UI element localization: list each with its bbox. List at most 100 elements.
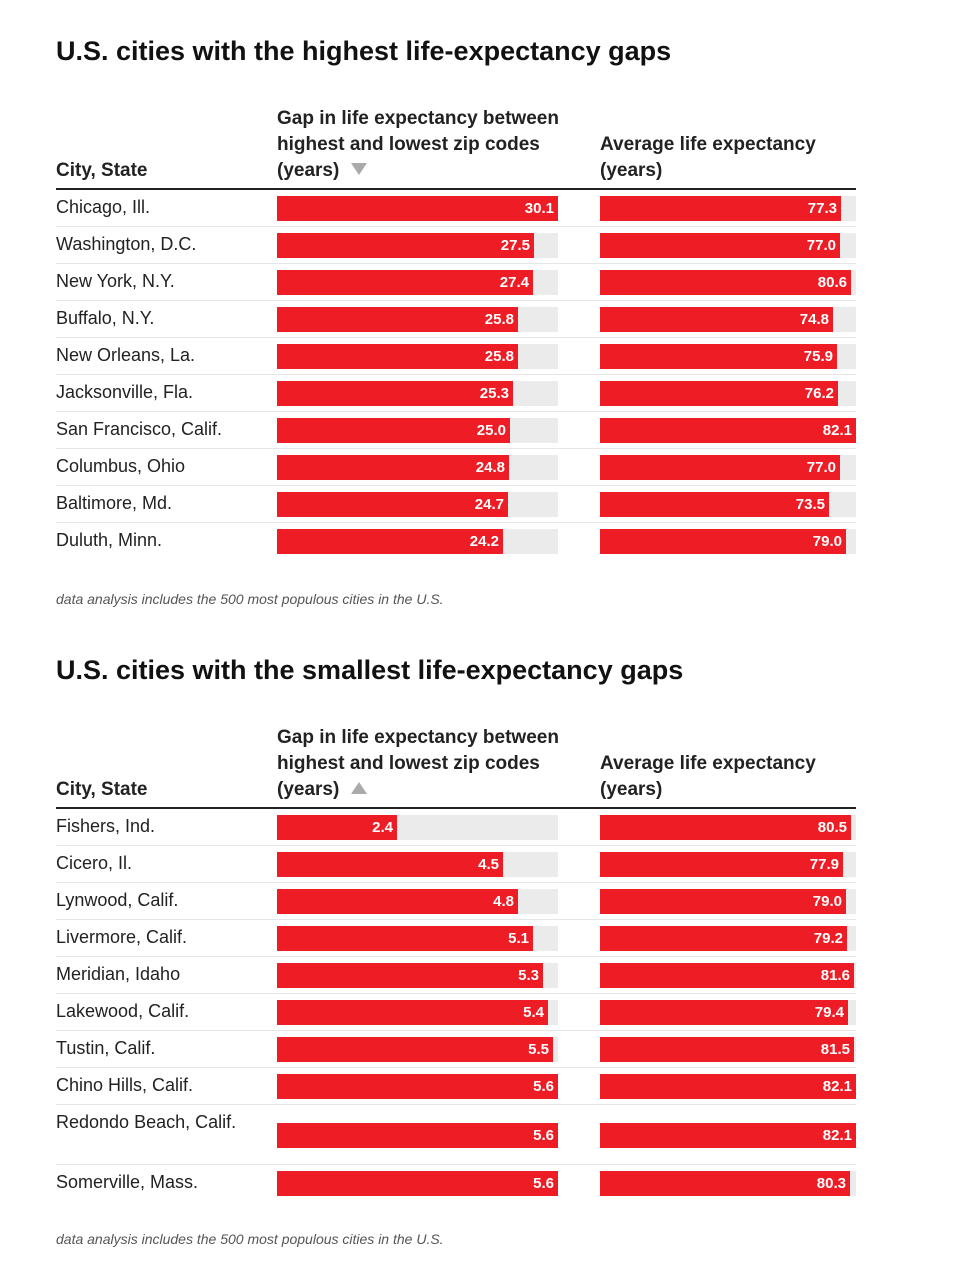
gap-value-label: 5.3	[518, 967, 539, 984]
average-bar: 80.5	[600, 815, 851, 840]
average-track: 75.9	[600, 344, 856, 369]
average-bar: 79.2	[600, 926, 847, 951]
gap-value-label: 5.6	[533, 1126, 554, 1144]
average-bar: 73.5	[600, 492, 829, 517]
average-track: 77.3	[600, 196, 856, 221]
table-header: City, State Gap in life expectancy betwe…	[56, 721, 856, 803]
average-bar: 74.8	[600, 307, 833, 332]
sort-descending-icon[interactable]	[351, 163, 368, 175]
gap-track: 25.3	[277, 381, 558, 406]
column-header-gap-label: Gap in life expectancy between highest a…	[277, 727, 559, 800]
column-header-gap[interactable]: Gap in life expectancy between highest a…	[277, 725, 567, 803]
gap-track: 5.1	[277, 926, 558, 951]
city-name: Lakewood, Calif.	[56, 1001, 190, 1021]
average-value-label: 82.1	[822, 1126, 852, 1144]
table-row: Washington, D.C. 27.5 77.0	[56, 227, 856, 264]
city-name: San Francisco, Calif.	[56, 419, 223, 439]
average-track: 82.1	[600, 1122, 856, 1148]
average-value-label: 80.5	[817, 819, 847, 836]
table-row: New Orleans, La. 25.8 75.9	[56, 338, 856, 375]
table-row: Chicago, Ill. 30.1 77.3	[56, 190, 856, 227]
average-value-label: 79.4	[814, 1004, 844, 1021]
gap-bar: 27.4	[277, 270, 533, 295]
average-track: 74.8	[600, 307, 856, 332]
row-divider	[56, 1104, 856, 1105]
table-row: Somerville, Mass. 5.6 80.3	[56, 1165, 856, 1202]
gap-value-label: 5.1	[508, 930, 529, 947]
table-header: City, State Gap in life expectancy betwe…	[56, 102, 856, 184]
average-value-label: 79.2	[813, 930, 843, 947]
table-row: Baltimore, Md. 24.7 73.5	[56, 486, 856, 523]
average-value-label: 79.0	[812, 533, 842, 550]
column-header-gap[interactable]: Gap in life expectancy between highest a…	[277, 106, 567, 184]
column-header-city[interactable]: City, State	[56, 160, 148, 181]
gap-value-label: 5.6	[533, 1078, 554, 1095]
smallest-gaps-section: U.S. cities with the smallest life-expec…	[56, 655, 856, 1255]
average-value-label: 77.0	[806, 237, 836, 254]
table-row: Duluth, Minn. 24.2 79.0	[56, 523, 856, 560]
row-divider	[56, 300, 856, 301]
row-divider	[56, 374, 856, 375]
average-track: 82.1	[600, 418, 856, 443]
gap-value-label: 24.8	[475, 459, 505, 476]
gap-bar: 24.7	[277, 492, 508, 517]
gap-bar: 2.4	[277, 815, 397, 840]
average-track: 81.6	[600, 963, 856, 988]
gap-bar: 24.2	[277, 529, 503, 554]
row-divider	[56, 448, 856, 449]
column-header-city[interactable]: City, State	[56, 779, 148, 800]
gap-value-label: 4.5	[478, 856, 499, 873]
gap-value-label: 25.3	[479, 385, 509, 402]
gap-bar: 5.6	[277, 1074, 558, 1099]
average-value-label: 74.8	[799, 311, 829, 328]
gap-bar: 25.8	[277, 344, 518, 369]
gap-track: 30.1	[277, 196, 558, 221]
average-track: 76.2	[600, 381, 856, 406]
average-value-label: 76.2	[804, 385, 834, 402]
gap-value-label: 5.4	[523, 1004, 544, 1021]
average-bar: 82.1	[600, 1122, 856, 1148]
average-value-label: 81.5	[820, 1041, 850, 1058]
table-row: Tustin, Calif. 5.5 81.5	[56, 1031, 856, 1068]
gap-track: 5.6	[277, 1122, 558, 1148]
average-bar: 77.3	[600, 196, 841, 221]
column-header-gap-label: Gap in life expectancy between highest a…	[277, 108, 559, 181]
average-value-label: 82.1	[822, 422, 852, 439]
average-track: 80.5	[600, 815, 856, 840]
city-name: Lynwood, Calif.	[56, 890, 179, 910]
average-value-label: 73.5	[795, 496, 825, 513]
average-value-label: 77.3	[807, 200, 837, 217]
row-divider	[56, 993, 856, 994]
gap-value-label: 25.0	[476, 422, 506, 439]
gap-bar: 24.8	[277, 455, 509, 480]
city-name: Redondo Beach, Calif.	[56, 1112, 237, 1132]
average-track: 77.9	[600, 852, 856, 877]
gap-track: 27.5	[277, 233, 558, 258]
column-header-average[interactable]: Average life expectancy (years)	[600, 753, 816, 800]
gap-track: 5.4	[277, 1000, 558, 1025]
city-name: Chino Hills, Calif.	[56, 1075, 194, 1095]
gap-bar: 5.6	[277, 1171, 558, 1196]
gap-value-label: 24.2	[469, 533, 499, 550]
city-name: Baltimore, Md.	[56, 493, 173, 513]
gap-track: 5.6	[277, 1074, 558, 1099]
average-bar: 76.2	[600, 381, 838, 406]
gap-track: 24.2	[277, 529, 558, 554]
gap-value-label: 25.8	[484, 348, 514, 365]
column-header-average[interactable]: Average life expectancy (years)	[600, 134, 816, 181]
average-value-label: 81.6	[820, 967, 850, 984]
average-bar: 77.0	[600, 233, 840, 258]
table-row: Chino Hills, Calif. 5.6 82.1	[56, 1068, 856, 1105]
city-name: Washington, D.C.	[56, 234, 197, 254]
gap-bar: 25.8	[277, 307, 518, 332]
gap-value-label: 25.8	[484, 311, 514, 328]
row-divider	[56, 263, 856, 264]
gap-bar: 5.6	[277, 1122, 558, 1148]
table-row: Columbus, Ohio 24.8 77.0	[56, 449, 856, 486]
city-name: Livermore, Calif.	[56, 927, 188, 947]
average-track: 81.5	[600, 1037, 856, 1062]
gap-value-label: 27.4	[499, 274, 529, 291]
sort-ascending-icon[interactable]	[351, 782, 368, 794]
city-name: Jacksonville, Fla.	[56, 382, 194, 402]
gap-track: 5.3	[277, 963, 558, 988]
